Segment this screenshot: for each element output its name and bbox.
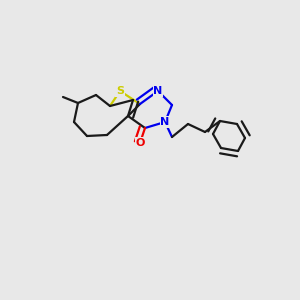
Text: N: N: [153, 86, 163, 96]
Text: N: N: [160, 117, 169, 127]
Text: S: S: [116, 86, 124, 96]
Text: O: O: [135, 138, 145, 148]
